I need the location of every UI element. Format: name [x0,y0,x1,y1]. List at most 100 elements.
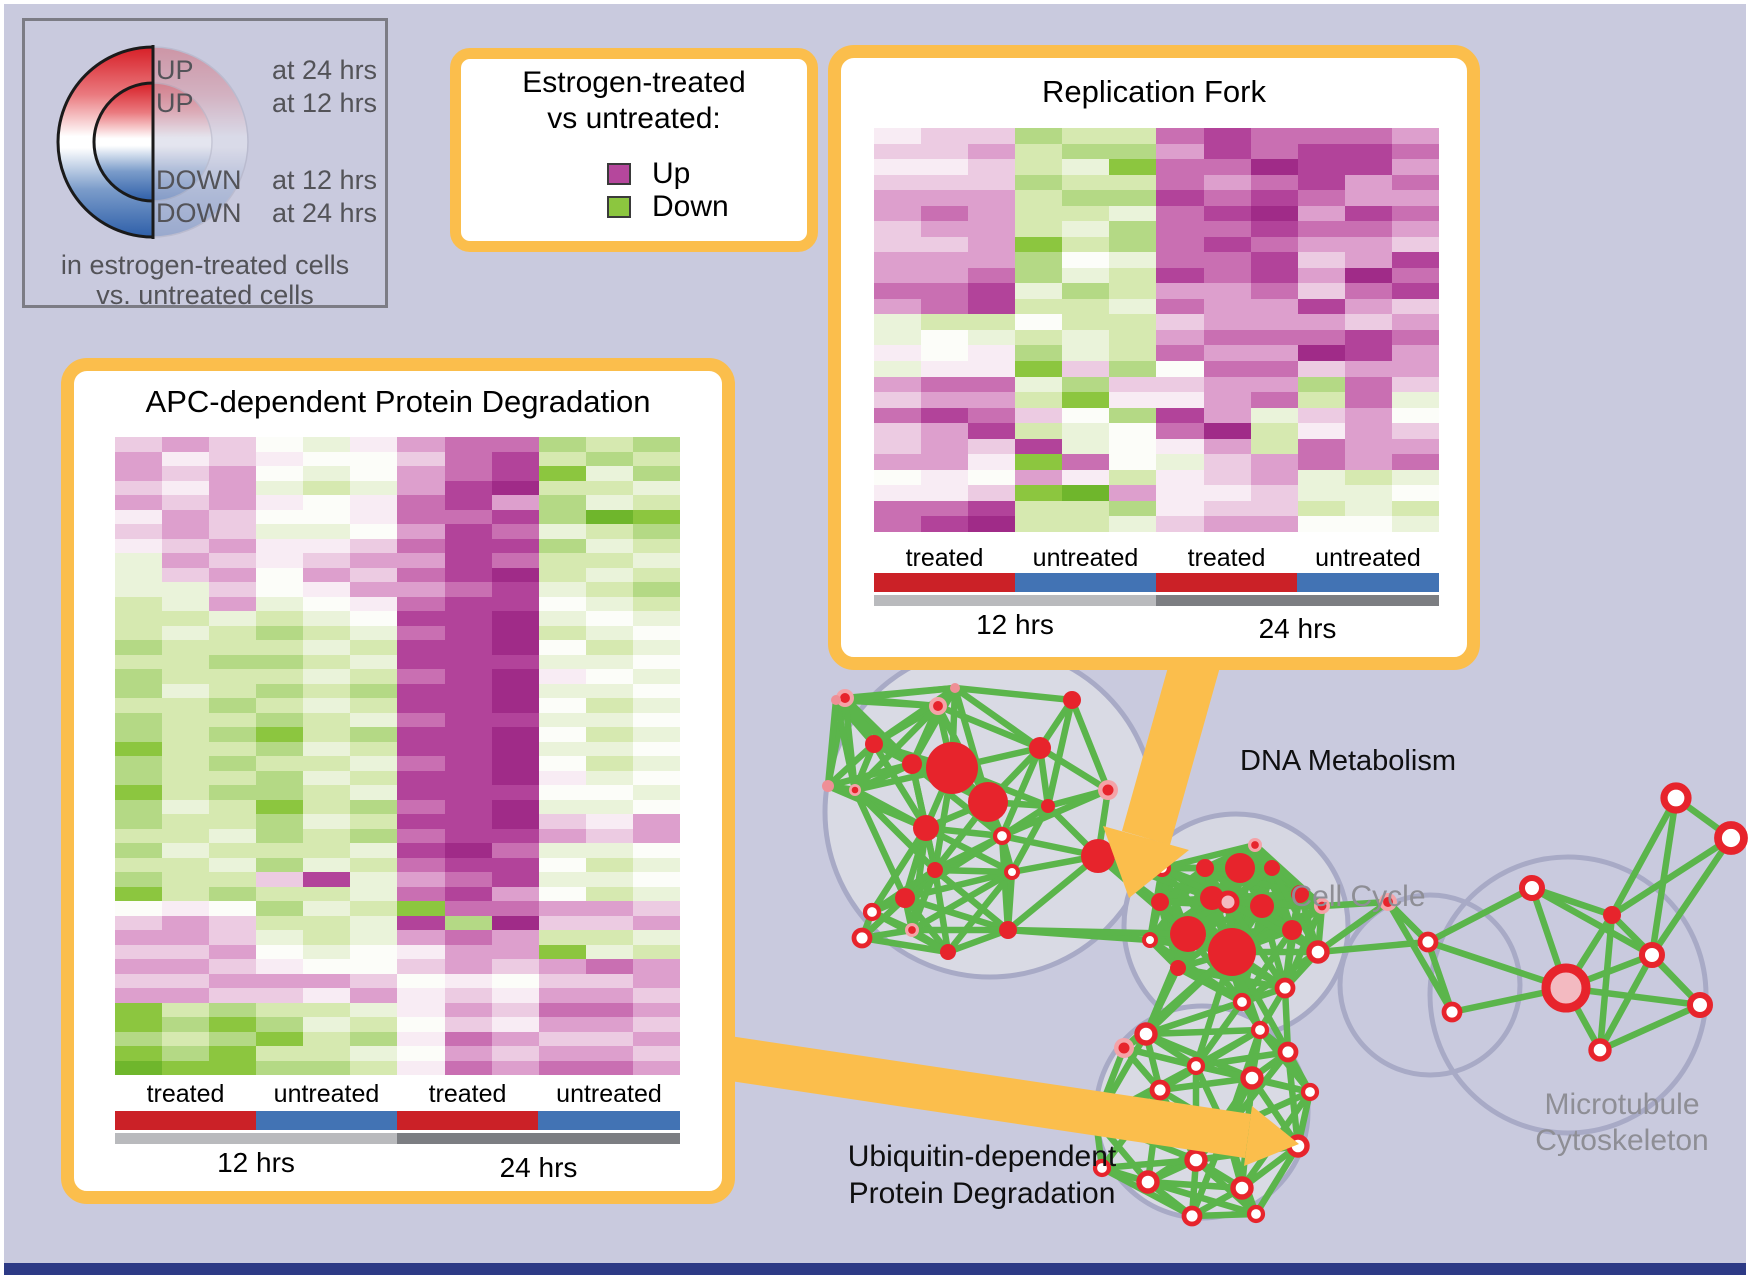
heatmap-cell [115,611,163,626]
heatmap-cell [1344,469,1392,486]
gene-node-ring [1300,1082,1320,1102]
dna-metabolism-label: DNA Metabolism [1240,745,1456,777]
heatmap-cell [162,857,210,872]
heatmap-cell [968,143,1016,160]
heatmap-cell [632,828,680,843]
heatmap-row [874,500,1439,517]
heatmap-cell [397,640,445,655]
heatmap-row [874,128,1439,144]
heatmap-cell [1109,360,1157,377]
heatmap-cell [397,741,445,756]
network-edge [1281,902,1326,992]
heatmap-cell [1015,500,1063,517]
heatmap-cell [874,329,922,346]
heatmap-row [874,345,1439,361]
heatmap-cell [1156,143,1204,160]
heatmap-cell [1297,376,1345,393]
gene-node-dot [822,780,834,792]
treatment-legend-title-line2: vs untreated: [547,102,721,135]
heatmap-cell [921,221,969,237]
heatmap-cell [350,437,398,452]
heatmap-cell [968,298,1016,315]
heatmap-cell [1062,267,1110,284]
heatmap-cell [209,567,257,582]
heatmap-cell [1062,360,1110,377]
heatmap-cell [303,538,351,553]
heatmap-cell [585,538,633,553]
heatmap-cell [303,654,351,669]
heatmap-cell [256,872,304,887]
heatmap-cell [585,843,633,858]
heatmap-cell [350,466,398,481]
heatmap-cell [538,451,586,466]
heatmap-row [115,741,680,756]
heatmap-cell [491,1017,539,1032]
heatmap-cell [1203,252,1251,268]
heatmap-cell [350,973,398,988]
heatmap-cell [444,712,492,727]
heatmap-cell [1156,376,1204,393]
heatmap-cell [1344,236,1392,253]
heatmap-cell [256,480,304,495]
heatmap-cell [397,1017,445,1032]
heatmap-cell [585,466,633,481]
heatmap-cell [585,901,633,916]
heatmap-cell [632,437,680,452]
heatmap-cell [968,485,1016,501]
cluster-circle-mid [1337,892,1523,1078]
heatmap-cell [538,799,586,814]
gene-node-ring [1417,931,1439,953]
heatmap-cell [209,944,257,959]
heatmap-cell [444,872,492,887]
heatmap-cell [1109,128,1157,144]
heatmap-row [115,654,680,669]
legend-down-24-time: at 24 hrs [272,198,378,228]
gene-node-ring [992,826,1012,846]
heatmap-cell [209,741,257,756]
heatmap-cell [209,712,257,727]
heatmap-cell [1109,314,1157,330]
network-edge [1314,898,1392,956]
heatmap-cell [397,915,445,930]
heatmap-cell [968,283,1016,299]
heatmap-cell [632,799,680,814]
heatmap-cell [162,437,210,452]
heatmap-cell [1109,438,1157,455]
heatmap-cell [874,236,922,253]
heatmap-cell [1297,283,1345,299]
heatmap-cell [1391,205,1439,222]
heatmap-cell [350,770,398,785]
heatmap-cell [1203,345,1251,361]
heatmap-cell [491,843,539,858]
heatmap-cell [397,814,445,829]
heatmap-cell [491,785,539,800]
heatmap-row [874,267,1439,284]
heatmap-cell [303,1060,351,1075]
heatmap-cell [1062,423,1110,439]
heatmap-cell [1015,516,1063,532]
heatmap-cell [632,1046,680,1061]
heatmap-cell [1109,500,1157,517]
heatmap-cell [162,915,210,930]
heatmap-cell [538,1031,586,1046]
heatmap-cell [491,973,539,988]
heatmap-cell [115,582,163,597]
heatmap-cell [538,524,586,539]
heatmap-cell [632,814,680,829]
heatmap-cell [1062,252,1110,268]
heatmap-row [115,756,680,771]
heatmap-cell [585,814,633,829]
rep-group-label-3: treated [1187,544,1266,572]
network-edge [1596,951,1656,1054]
heatmap-cell [209,625,257,640]
heatmap-cell [209,1031,257,1046]
gene-node-ring [851,927,873,949]
heatmap-row [874,252,1439,268]
heatmap-cell [256,814,304,829]
heatmap-cell [444,509,492,524]
gene-node-solid [1282,920,1302,940]
heatmap-row [874,392,1439,408]
heatmap-cell [444,770,492,785]
heatmap-cell [1015,469,1063,486]
heatmap-cell [256,944,304,959]
